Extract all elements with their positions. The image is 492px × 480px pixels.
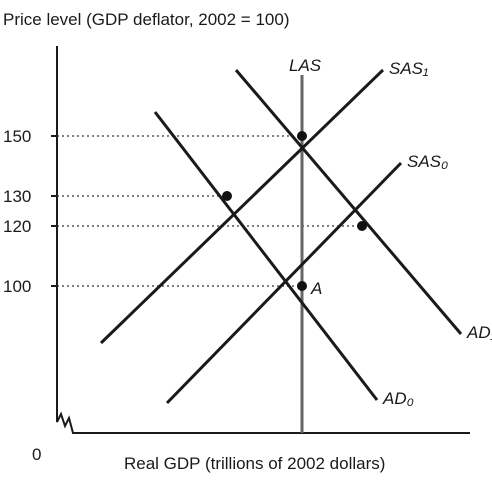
equilibrium-point-a <box>297 281 307 291</box>
point-label-a: A <box>310 279 322 298</box>
y-tick-label-150: 150 <box>3 127 31 146</box>
y-axis-label: Price level (GDP deflator, 2002 = 100) <box>3 10 290 29</box>
curve-label-ad1: AD₁ <box>466 323 492 342</box>
origin-label: 0 <box>32 445 41 464</box>
x-axis-label: Real GDP (trillions of 2002 dollars) <box>124 454 385 473</box>
y-tick-label-130: 130 <box>3 187 31 206</box>
equilibrium-point-2 <box>222 191 232 201</box>
curve-sas1 <box>99 68 385 345</box>
curve-label-las: LAS <box>289 56 322 75</box>
curve-label-sas1: SAS₁ <box>389 59 428 78</box>
equilibrium-point-1 <box>357 221 367 231</box>
curve-sas0 <box>165 161 403 405</box>
curve-ad1 <box>234 69 463 335</box>
curve-label-sas0: SAS₀ <box>407 152 448 171</box>
curve-ad0 <box>153 111 379 401</box>
y-tick-label-120: 120 <box>3 217 31 236</box>
equilibrium-point-3 <box>297 131 307 141</box>
axis-break-mark <box>56 411 79 434</box>
curve-label-ad0: AD₀ <box>382 389 414 408</box>
y-tick-label-100: 100 <box>3 277 31 296</box>
